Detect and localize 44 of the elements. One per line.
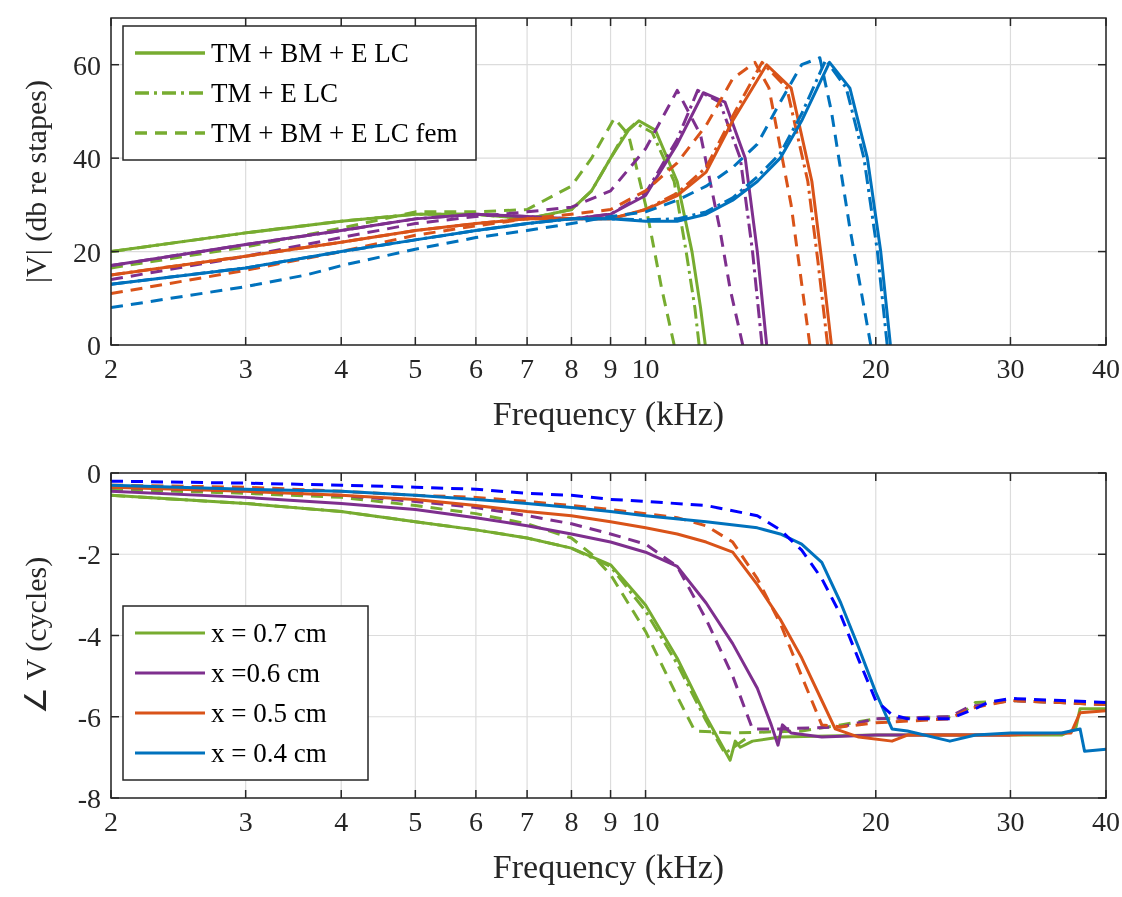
legend-label: x =0.6 cm: [211, 658, 320, 688]
x-tick-label: 6: [468, 353, 483, 384]
x-tick-label: 30: [996, 353, 1025, 384]
legend-label: TM + BM + E LC fem: [211, 118, 458, 148]
x-tick-label: 3: [238, 806, 253, 837]
x-tick-label: 7: [520, 806, 535, 837]
x-tick-label: 5: [408, 353, 423, 384]
x-tick-label: 3: [238, 353, 253, 384]
x-tick-label: 9: [603, 806, 618, 837]
x-tick-label: 8: [564, 353, 579, 384]
x-tick-label: 20: [861, 806, 890, 837]
x-tick-label: 7: [520, 353, 535, 384]
x-axis-title: Frequency (kHz): [492, 395, 725, 433]
x-tick-label: 40: [1092, 806, 1120, 837]
legend-label: TM + E LC: [211, 78, 338, 108]
y-tick-label: 20: [73, 236, 101, 268]
y-axis-title: |V| (db re stapes): [19, 80, 53, 283]
x-tick-label: 5: [408, 806, 423, 837]
y-tick-label: -2: [77, 539, 101, 571]
x-tick-label: 10: [631, 353, 660, 384]
x-tick-label: 2: [104, 806, 118, 837]
y-tick-label: 0: [87, 458, 101, 489]
x-tick-label: 10: [631, 806, 660, 837]
x-tick-label: 40: [1092, 353, 1120, 384]
y-tick-label: 60: [73, 49, 101, 81]
y-tick-label: -6: [77, 701, 101, 733]
y-tick-label: -8: [77, 783, 101, 814]
x-tick-label: 20: [861, 353, 890, 384]
legend-label: TM + BM + E LC: [211, 38, 409, 68]
y-axis-title: ∠ V (cycles): [19, 556, 53, 715]
legend-label: x = 0.7 cm: [211, 618, 327, 648]
x-tick-label: 8: [564, 806, 579, 837]
x-tick-label: 9: [603, 353, 618, 384]
x-tick-label: 6: [468, 806, 483, 837]
legend-label: x = 0.4 cm: [211, 738, 327, 768]
x-tick-label: 2: [104, 353, 118, 384]
y-tick-label: 40: [73, 143, 101, 175]
y-tick-label: -4: [77, 620, 101, 652]
legend-label: x = 0.5 cm: [211, 698, 327, 728]
x-tick-label: 4: [334, 806, 349, 837]
x-tick-label: 30: [996, 806, 1025, 837]
x-axis-title: Frequency (kHz): [492, 848, 725, 886]
y-tick-label: 0: [87, 330, 101, 361]
x-tick-label: 4: [334, 353, 349, 384]
